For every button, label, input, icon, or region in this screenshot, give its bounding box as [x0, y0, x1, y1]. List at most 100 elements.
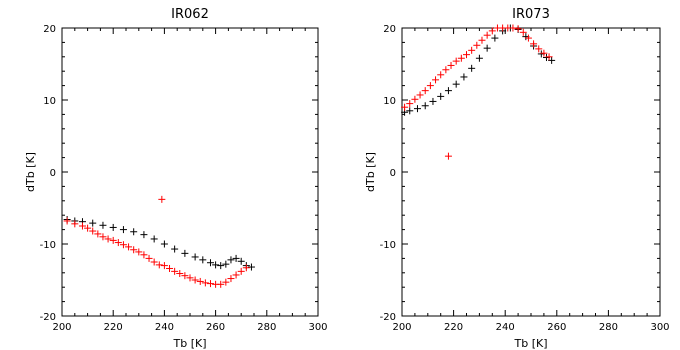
data-point: [540, 49, 548, 57]
y-tick-label: -20: [380, 312, 396, 323]
data-point: [432, 76, 440, 84]
x-tick-label: 280: [599, 322, 618, 333]
data-point: [548, 56, 556, 64]
data-point: [452, 57, 460, 65]
data-point: [109, 236, 117, 244]
x-tick-label: 260: [206, 322, 225, 333]
data-point: [155, 261, 163, 269]
data-point: [176, 270, 184, 278]
data-point: [130, 228, 138, 236]
data-point: [442, 66, 450, 74]
data-point: [227, 275, 235, 283]
y-axis-label: dTb [K]: [24, 152, 37, 192]
y-tick-label: 10: [383, 96, 396, 107]
data-point: [519, 28, 527, 36]
data-point: [140, 251, 148, 259]
data-point: [78, 222, 86, 230]
data-point: [488, 27, 496, 35]
data-point: [171, 267, 179, 275]
data-point: [104, 235, 112, 243]
tick-group: 200 220 240 260 280 300 -20 -10 0 10 20: [40, 24, 328, 333]
data-point: [468, 64, 476, 72]
data-point: [150, 258, 158, 266]
data-point: [468, 46, 476, 54]
x-tick-label: 300: [650, 322, 669, 333]
y-tick-label: -10: [40, 240, 56, 251]
data-point: [421, 87, 429, 95]
data-point: [483, 44, 491, 52]
y-tick-label: 10: [43, 96, 56, 107]
data-point: [452, 80, 460, 88]
data-point: [413, 105, 421, 113]
data-point: [119, 241, 127, 249]
data-point: [181, 272, 189, 280]
tick-group: 200 220 240 260 280 300 -20 -10 0 10 20: [380, 24, 670, 333]
data-point: [426, 82, 434, 90]
data-point: [158, 195, 166, 203]
data-point: [406, 107, 414, 115]
y-axis-label: dTb [K]: [364, 152, 377, 192]
y-tick-label: -10: [380, 240, 396, 251]
data-point: [401, 103, 409, 111]
data-point: [447, 61, 455, 69]
data-point: [89, 219, 97, 227]
marks-group: [401, 24, 556, 160]
data-point: [63, 217, 71, 225]
chart-title: IR073: [512, 7, 550, 22]
data-point: [212, 261, 220, 269]
data-point: [406, 100, 414, 108]
data-point: [150, 235, 158, 243]
data-point: [242, 264, 250, 272]
data-point: [457, 54, 465, 62]
data-point: [444, 152, 452, 160]
data-point: [247, 263, 255, 271]
data-point: [411, 95, 419, 103]
data-point: [135, 248, 143, 256]
x-tick-label: 240: [496, 322, 515, 333]
data-point: [478, 36, 486, 44]
data-point: [514, 25, 522, 33]
data-point: [130, 246, 138, 254]
x-tick-label: 200: [52, 322, 71, 333]
data-point: [463, 51, 470, 59]
data-point: [475, 54, 483, 62]
x-axis-label: Tb [K]: [514, 337, 548, 350]
y-tick-label: 0: [390, 168, 396, 179]
data-point: [191, 276, 199, 284]
y-tick-label: -20: [40, 312, 56, 323]
data-point: [166, 264, 174, 272]
data-point: [201, 279, 209, 287]
data-point: [99, 221, 107, 229]
x-tick-label: 300: [308, 322, 327, 333]
data-point: [186, 274, 194, 282]
data-point: [206, 280, 214, 288]
data-point: [437, 71, 445, 79]
data-point: [140, 231, 148, 239]
x-tick-label: 240: [155, 322, 174, 333]
data-point: [444, 87, 452, 95]
data-point: [227, 256, 235, 264]
data-point: [191, 253, 199, 261]
data-point: [171, 245, 179, 253]
x-tick-label: 200: [392, 322, 411, 333]
data-point: [473, 41, 481, 49]
panel-ir073: IR073 Tb [K] dTb [K] 200 220 240 260 280 300-…: [364, 7, 670, 350]
data-point: [232, 254, 240, 262]
data-point: [119, 226, 127, 234]
data-point: [71, 220, 79, 228]
data-point: [217, 262, 225, 270]
data-point: [114, 239, 122, 247]
data-point: [125, 243, 133, 251]
data-point: [99, 233, 107, 241]
y-tick-label: 20: [43, 24, 56, 35]
data-point: [196, 277, 204, 285]
data-point: [145, 254, 153, 262]
data-point: [421, 102, 429, 110]
data-point: [89, 227, 97, 235]
data-point: [222, 260, 230, 268]
data-point: [232, 271, 240, 279]
data-point: [206, 259, 214, 267]
plot-frame: [61, 27, 319, 317]
data-point: [509, 24, 517, 32]
